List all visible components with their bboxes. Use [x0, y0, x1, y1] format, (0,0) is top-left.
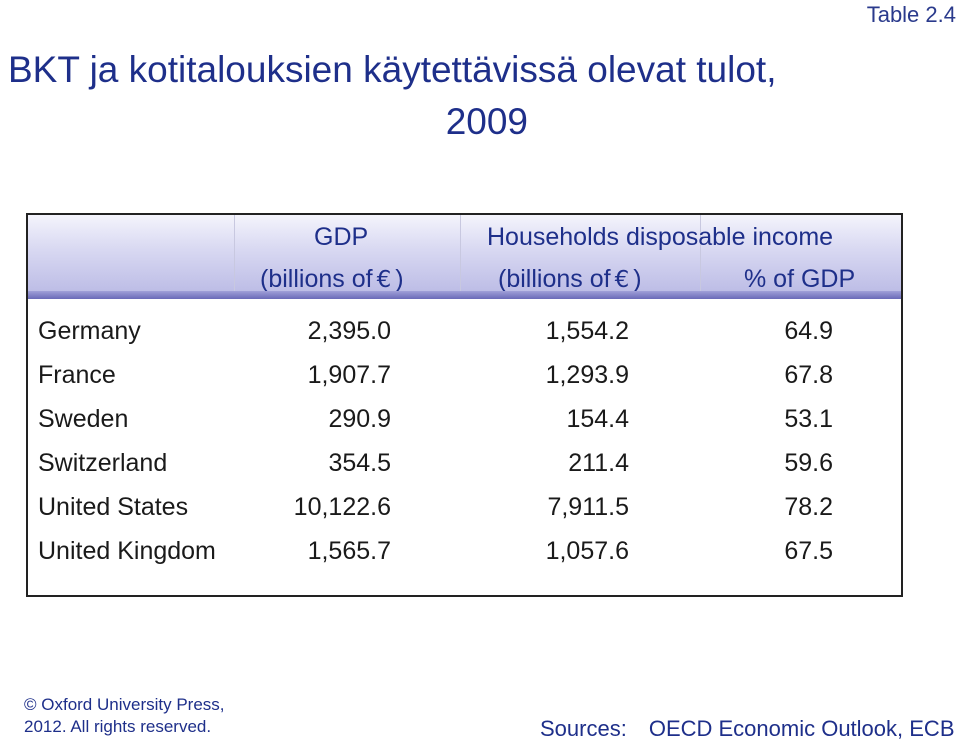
country-cell: Germany [38, 317, 141, 345]
gdp-cell: 290.9 [328, 405, 391, 433]
table-row: United States 10,122.6 7,911.5 78.2 [28, 493, 901, 537]
sources-label: Sources: [540, 716, 627, 741]
unit-suffix: ) [633, 265, 642, 293]
pct-cell: 59.6 [784, 449, 833, 477]
country-cell: Sweden [38, 405, 129, 433]
gdp-cell: 1,565.7 [307, 537, 391, 565]
pct-cell: 67.8 [784, 361, 833, 389]
gdp-cell: 10,122.6 [293, 493, 391, 521]
euro-symbol: € [376, 267, 392, 293]
header-gridline [700, 215, 701, 299]
pct-cell: 78.2 [784, 493, 833, 521]
header-shadow [28, 291, 901, 299]
table-row: Germany 2,395.0 1,554.2 64.9 [28, 317, 901, 361]
table-row: United Kingdom 1,565.7 1,057.6 67.5 [28, 537, 901, 581]
table-number-label: Table 2.4 [866, 2, 956, 27]
country-cell: Switzerland [38, 449, 168, 477]
pct-cell: 67.5 [784, 537, 833, 565]
copyright-line-2: 2012. All rights reserved. [24, 717, 212, 736]
title-line-2: 2009 [445, 101, 528, 142]
pct-cell: 53.1 [784, 405, 833, 433]
header-gridline [460, 215, 461, 299]
header-gdp-unit: (billions of €) [260, 265, 404, 294]
income-cell: 1,057.6 [545, 537, 629, 565]
sources-note: Sources: OECD Economic Outlook, ECB [540, 716, 955, 742]
income-cell: 1,293.9 [545, 361, 629, 389]
sources-value: OECD Economic Outlook, ECB [648, 716, 955, 741]
income-cell: 1,554.2 [545, 317, 629, 345]
unit-prefix: (billions of [260, 265, 373, 293]
income-cell: 7,911.5 [547, 493, 629, 521]
gdp-cell: 2,395.0 [307, 317, 391, 345]
pct-cell: 64.9 [784, 317, 833, 345]
header-gdp: GDP [314, 223, 369, 251]
header-income-unit: (billions of €) [498, 265, 642, 294]
table-row: France 1,907.7 1,293.9 67.8 [28, 361, 901, 405]
country-cell: France [38, 361, 116, 389]
unit-prefix: (billions of [498, 265, 611, 293]
data-table: GDP Households disposable income (billio… [26, 213, 903, 597]
copyright-line-1: © Oxford University Press, [24, 695, 225, 714]
table-header: GDP Households disposable income (billio… [28, 213, 901, 299]
gdp-cell: 354.5 [328, 449, 391, 477]
unit-suffix: ) [395, 265, 404, 293]
income-cell: 211.4 [568, 449, 629, 477]
header-household-income: Households disposable income [487, 223, 834, 251]
copyright-notice: © Oxford University Press, 2012. All rig… [24, 694, 225, 738]
income-cell: 154.4 [566, 405, 629, 433]
gdp-cell: 1,907.7 [307, 361, 391, 389]
header-pct-gdp: % of GDP [744, 265, 856, 293]
country-cell: United Kingdom [38, 537, 216, 565]
country-cell: United States [38, 493, 189, 521]
table-row: Sweden 290.9 154.4 53.1 [28, 405, 901, 449]
page-title: BKT ja kotitalouksien käytettävissä olev… [8, 44, 777, 148]
header-gridline [234, 215, 235, 299]
table-row: Switzerland 354.5 211.4 59.6 [28, 449, 901, 493]
euro-symbol: € [614, 267, 630, 293]
title-line-1: BKT ja kotitalouksien käytettävissä olev… [8, 49, 777, 90]
